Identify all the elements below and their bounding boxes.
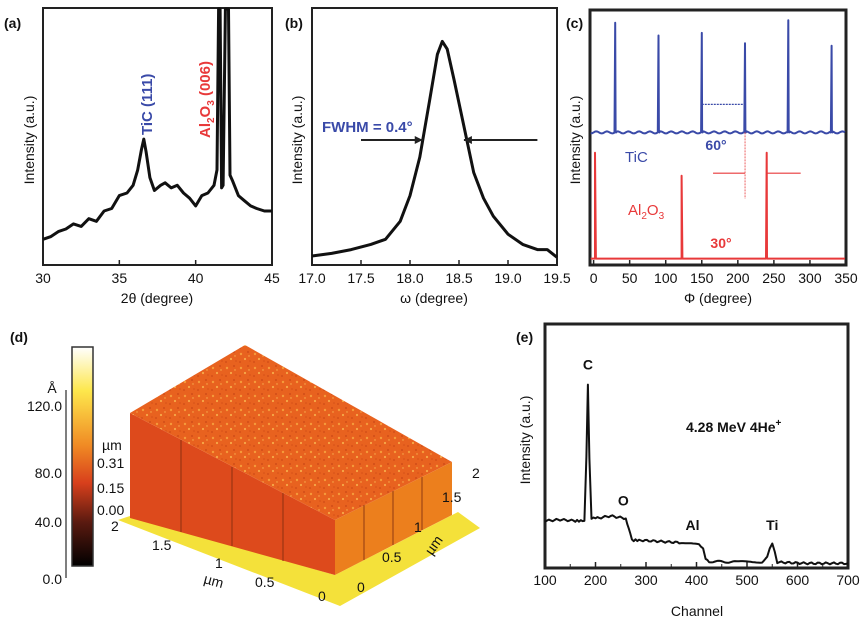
panel-c: (c) 0 50 100 150 200 250 300 350 Intensity (a.u…: [566, 8, 858, 306]
x-tick-label: 200: [726, 270, 750, 286]
panel-label: (e): [516, 329, 533, 345]
x-tick-label: 50: [622, 270, 638, 286]
x-tick-label: 35: [112, 270, 128, 286]
panel-e: (e) 100 200 300 400 500 600 700 C O Al Ti Intensit…: [516, 322, 860, 619]
x-axis-tick: 0: [318, 588, 326, 604]
panel-b: (b) 17.0 17.5 18.0 18.5 19.0 19.5 Intensity (…: [285, 7, 571, 306]
y-axis-tick: 2: [472, 465, 480, 481]
x-axis-tick: 2: [111, 518, 119, 534]
legend-al2o3: Al2O3: [628, 202, 665, 222]
x-tick-label: 19.0: [494, 270, 521, 286]
x-tick-label: 30: [35, 270, 51, 286]
plot-area: 0 50 100 150 200 250 300 350: [590, 19, 858, 286]
plot-frame: [311, 7, 558, 266]
plot-area: 17.0 17.5 18.0 18.5 19.0 19.5: [298, 39, 571, 286]
z-axis-unit: µm: [102, 437, 122, 453]
z-axis-tick: 0.31: [97, 455, 124, 471]
fwhm-arrowhead: [463, 136, 472, 144]
surface-gridlines: [180, 440, 423, 561]
plot-frame: [588, 8, 848, 267]
z-axis-tick: 0.15: [97, 480, 124, 496]
panel-a: (a) 30 35 40 45 Intensity (a.u.) 2θ (degree…: [4, 7, 280, 306]
x-tick-label: 19.5: [543, 270, 570, 286]
y-axis-label: Intensity (a.u.): [517, 396, 533, 485]
colorbar-tick: 80.0: [35, 465, 62, 481]
fwhm-label: FWHM = 0.4°: [322, 119, 413, 136]
surface-base: [118, 512, 480, 606]
panel-label: (d): [10, 329, 28, 345]
x-axis-label: Φ (degree): [684, 290, 752, 306]
y-axis-label: Intensity (a.u.): [567, 96, 583, 185]
panel-label: (a): [4, 15, 21, 31]
x-tick-label: 350: [834, 270, 858, 286]
plot-area: 30 35 40 45: [35, 7, 280, 286]
x-tick-label: 45: [264, 270, 280, 286]
colorbar-tick: 120.0: [27, 398, 62, 414]
tic-peak-label: TiC (111): [139, 74, 156, 135]
legend-tic: TiC: [625, 149, 648, 166]
phi-scan-al2o3: [590, 151, 845, 260]
spacing-60-label: 60°: [705, 137, 726, 153]
x-tick-label: 200: [584, 572, 608, 588]
x-tick-label: 300: [634, 572, 658, 588]
x-tick-label: 300: [798, 270, 822, 286]
surface-top: [130, 345, 452, 520]
plot-frame: [42, 7, 273, 266]
y-axis-tick: 1: [414, 519, 422, 535]
x-axis-label: Channel: [671, 603, 723, 619]
x-axis-tick: 0.5: [255, 574, 275, 590]
x-tick-label: 500: [735, 572, 759, 588]
fwhm-arrowhead: [414, 136, 423, 144]
panel-label: (b): [285, 15, 303, 31]
colorbar-tick: 40.0: [35, 514, 62, 530]
x-tick-label: 17.5: [347, 270, 374, 286]
y-axis-tick: 0.5: [382, 549, 402, 565]
xrd-curve: [42, 7, 272, 241]
y-axis-label: Intensity (a.u.): [289, 96, 305, 185]
x-tick-label: 17.0: [298, 270, 325, 286]
x-axis-tick: 1: [215, 555, 223, 571]
peak-label-c: C: [583, 356, 593, 372]
x-tick-label: 18.0: [396, 270, 423, 286]
x-axis-unit: µm: [202, 570, 225, 591]
al2o3-peak-label: Al2O3 (006): [197, 61, 217, 138]
x-tick-label: 250: [762, 270, 786, 286]
y-axis-tick: 1.5: [442, 489, 462, 505]
colorbar-unit: Å: [47, 380, 57, 396]
x-tick-label: 150: [690, 270, 714, 286]
x-tick-label: 700: [836, 572, 860, 588]
x-tick-label: 0: [590, 270, 598, 286]
x-tick-label: 18.5: [445, 270, 472, 286]
panel-label: (c): [566, 15, 583, 31]
x-tick-label: 100: [533, 572, 557, 588]
y-axis-label: Intensity (a.u.): [21, 96, 37, 185]
colorbar-tick: 0.0: [43, 571, 63, 587]
colorbar: [71, 346, 94, 567]
panel-d: (d) Å 120.0 80.0 40.0 0.0 µm 0.31 0.15 0…: [10, 329, 480, 606]
plot-area: 100 200 300 400 500 600 700 C O Al Ti: [533, 356, 860, 588]
x-tick-label: 40: [188, 270, 204, 286]
peak-label-al: Al: [685, 517, 699, 533]
y-axis-tick: 0: [357, 579, 365, 595]
beam-title: 4.28 MeV 4He+: [686, 418, 782, 435]
spacing-30-label: 30°: [710, 235, 731, 251]
phi-scan-tic: [590, 19, 846, 135]
x-axis-label: 2θ (degree): [121, 290, 193, 306]
rocking-curve: [311, 39, 558, 259]
x-axis-label: ω (degree): [400, 290, 468, 306]
x-tick-label: 100: [654, 270, 678, 286]
peak-label-o: O: [618, 493, 629, 509]
x-axis-tick: 1.5: [152, 537, 172, 553]
rbs-spectrum: [544, 383, 849, 566]
plot-frame: [543, 322, 850, 570]
x-tick-label: 600: [786, 572, 810, 588]
peak-label-ti: Ti: [766, 517, 778, 533]
z-axis-tick: 0.00: [97, 502, 124, 518]
x-tick-label: 400: [685, 572, 709, 588]
